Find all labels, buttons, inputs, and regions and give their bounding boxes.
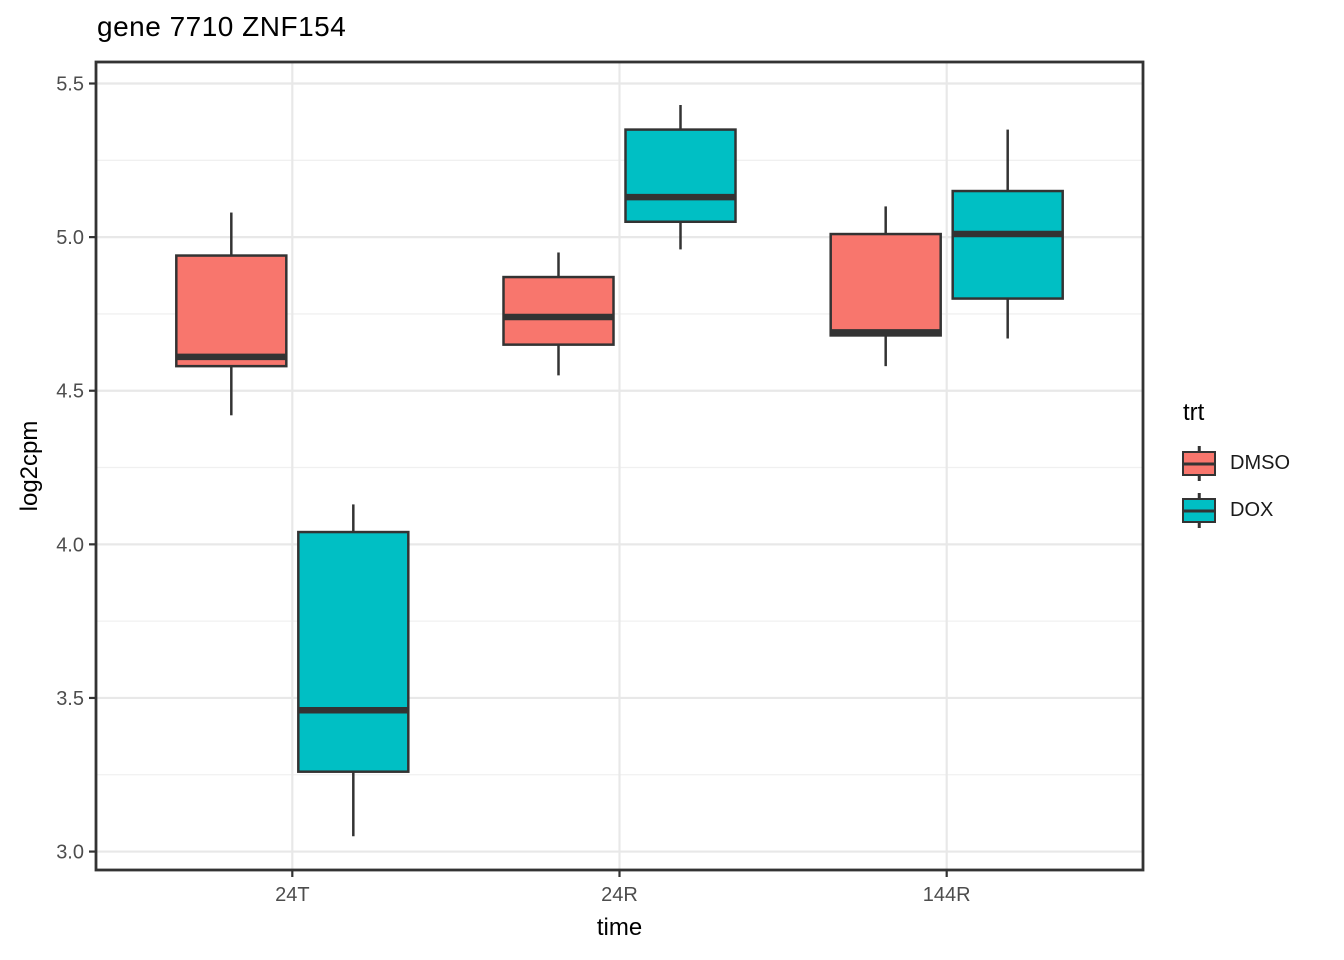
legend-label-dmso: DMSO	[1230, 452, 1290, 474]
x-tick-label: 144R	[923, 884, 971, 906]
x-tick-label: 24T	[275, 884, 309, 906]
legend-label-dox: DOX	[1230, 499, 1274, 521]
legend-key-dmso-boxplot-icon	[1181, 446, 1217, 481]
box-dmso-144R	[829, 206, 942, 367]
legend: trt DMSO DOX	[1181, 399, 1290, 540]
y-tick-label: 5.0	[56, 227, 84, 249]
iqr-box	[297, 530, 410, 773]
x-tick-label: 24R	[601, 884, 638, 906]
box-dox-24R	[624, 105, 737, 250]
legend-title: trt	[1183, 399, 1205, 426]
legend-key-dox-boxplot-icon	[1181, 493, 1217, 528]
iqr-box	[502, 275, 615, 346]
y-tick-label: 4.5	[56, 381, 84, 403]
legend-entry-dmso: DMSO	[1181, 446, 1290, 481]
y-tick-label: 3.5	[56, 688, 84, 710]
box-dmso-24R	[502, 252, 615, 376]
box-dox-144R	[951, 129, 1064, 339]
iqr-box	[829, 232, 942, 337]
legend-key-median	[1182, 509, 1216, 512]
iqr-box	[951, 189, 1064, 300]
iqr-box	[624, 128, 737, 224]
y-axis-title: log2cpm	[16, 420, 43, 512]
legend-entry-dox: DOX	[1181, 493, 1290, 528]
y-tick-label: 5.5	[56, 74, 84, 96]
box-dmso-24T	[175, 212, 288, 416]
y-tick-label: 3.0	[56, 842, 84, 864]
plot-title: gene 7710 ZNF154	[97, 11, 347, 42]
x-axis-title: time	[596, 914, 643, 941]
legend-key-median	[1182, 462, 1216, 465]
y-tick-label: 4.0	[56, 534, 84, 556]
box-dox-24T	[297, 504, 410, 837]
iqr-box	[175, 254, 288, 368]
